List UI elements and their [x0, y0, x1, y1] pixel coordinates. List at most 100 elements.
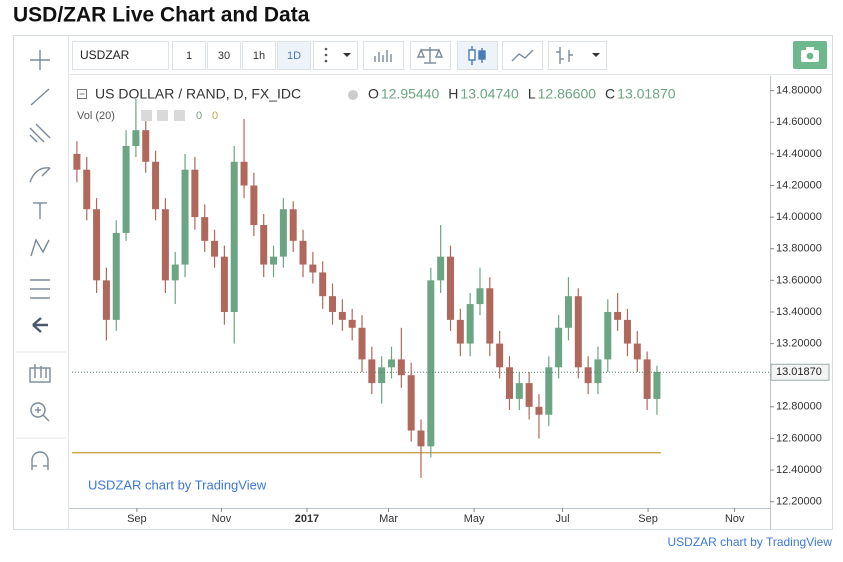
candles-button[interactable] [457, 41, 498, 70]
ohlc-value: 12.86600 [538, 86, 597, 102]
zoom-tool[interactable] [30, 402, 50, 422]
candle-body [604, 311, 612, 360]
candle-body [496, 343, 504, 368]
y-tick-label: 14.80000 [776, 85, 822, 97]
interval-button[interactable] [172, 41, 206, 70]
candle-body [614, 311, 622, 320]
candle-body [388, 359, 396, 368]
candle-body [378, 367, 386, 384]
candle-body [152, 161, 160, 210]
candle-body [407, 375, 415, 431]
bars-style-button[interactable] [548, 41, 607, 70]
brush-tool[interactable] [29, 167, 51, 183]
candle-body [240, 161, 248, 186]
y-tick-label: 12.40000 [776, 464, 822, 476]
x-tick-label: Mar [379, 513, 398, 525]
y-tick-label: 12.60000 [776, 432, 822, 444]
candle-body [102, 280, 110, 320]
interval-label: 1h [253, 50, 265, 62]
pattern-tool[interactable] [30, 238, 50, 257]
candle-body [260, 225, 268, 265]
candle-body [653, 372, 661, 399]
candle-body [289, 209, 297, 241]
text-tool[interactable] [33, 202, 47, 219]
candle-body [417, 430, 425, 447]
y-tick-label: 13.80000 [776, 243, 822, 255]
candle-body [181, 169, 189, 265]
interval-label: 1D [287, 50, 301, 62]
candle-body [191, 169, 199, 218]
candle-body [545, 367, 553, 415]
candle-body [486, 288, 494, 344]
top-toolbar: USDZAR 1 30 1h 1D [69, 41, 832, 75]
candle-body [584, 367, 592, 384]
candle-body [555, 327, 563, 368]
candle-body [132, 130, 140, 146]
candle-body [348, 319, 356, 328]
measure-tool[interactable] [29, 364, 51, 383]
fib-tool[interactable] [29, 123, 51, 143]
interval-label: 30 [218, 50, 230, 62]
x-tick-label: Nov [212, 513, 232, 525]
interval-button[interactable] [242, 41, 276, 70]
y-tick-label: 14.40000 [776, 148, 822, 160]
candle-body [201, 217, 209, 241]
symbol-text: USDZAR [80, 48, 130, 62]
candle-body [397, 359, 405, 376]
volume-label: Vol (20) [77, 110, 115, 122]
last-price-label: 13.01870 [776, 366, 822, 378]
ohlc-key: L [528, 86, 536, 102]
candle-body [220, 256, 228, 312]
page-title: USD/ZAR Live Chart and Data [13, 4, 310, 27]
candle-body [319, 272, 327, 297]
x-tick-label: 2017 [295, 513, 319, 525]
candle-body [574, 296, 582, 368]
candle-body [456, 319, 464, 344]
ohlc-value: 13.01870 [617, 86, 676, 102]
symbol-box[interactable] [72, 41, 169, 70]
interval-button[interactable] [277, 41, 311, 70]
ohlc-key: O [368, 86, 379, 102]
candle-body [476, 288, 484, 305]
y-tick-label: 14.20000 [776, 179, 822, 191]
footer-credit[interactable]: USDZAR chart by TradingView [667, 535, 832, 549]
candle-body [171, 264, 179, 281]
candle-body [515, 383, 523, 399]
ohlc-key: C [605, 86, 615, 102]
candle-body [564, 296, 572, 328]
candle-body [270, 256, 278, 265]
candle-body [329, 296, 337, 312]
candle-body [93, 209, 101, 281]
symbol-title: US DOLLAR / RAND, D, FX_IDC [95, 86, 301, 102]
candle-body [279, 209, 287, 257]
chart-legend: US DOLLAR / RAND, D, FX_IDC Vol (20) O 12… [77, 86, 676, 122]
x-tick-label: Jul [556, 513, 570, 525]
candle-body [250, 185, 258, 226]
ohlc-key: H [448, 86, 458, 102]
volume-value: 0 [212, 110, 218, 122]
back-arrow[interactable] [32, 317, 48, 333]
magnet-tool[interactable] [31, 451, 49, 470]
y-tick-label: 14.60000 [776, 116, 822, 128]
line-tool[interactable] [30, 88, 50, 106]
more-button[interactable] [313, 41, 358, 70]
left-toolbar [16, 36, 69, 529]
candle-body [299, 240, 307, 265]
candle-body [643, 359, 651, 399]
candle-body [309, 264, 317, 273]
crosshair-tool[interactable] [30, 50, 50, 70]
candle-body [83, 169, 91, 210]
candle-body [525, 383, 533, 407]
x-tick-label: Sep [638, 513, 658, 525]
indicators-button[interactable] [363, 41, 404, 70]
prediction-tool[interactable] [30, 279, 50, 299]
x-tick-label: May [464, 513, 485, 525]
y-tick-label: 13.60000 [776, 274, 822, 286]
candle-body [446, 256, 454, 320]
y-tick-label: 12.20000 [776, 496, 822, 508]
interval-button[interactable] [207, 41, 241, 70]
y-tick-label: 13.40000 [776, 306, 822, 318]
candle-body [368, 359, 376, 384]
y-tick-label: 12.80000 [776, 401, 822, 413]
